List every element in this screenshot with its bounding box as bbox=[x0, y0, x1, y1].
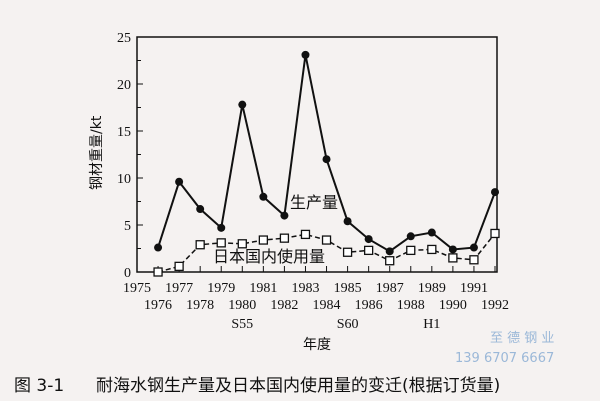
data-point-production bbox=[175, 177, 184, 186]
x-tick-label: 1988 bbox=[397, 298, 425, 313]
x-tick-label: 1983 bbox=[291, 281, 319, 296]
series-line-production bbox=[157, 54, 496, 253]
x-tick-label: 1990 bbox=[439, 298, 467, 313]
x-tick-label: 1984 bbox=[313, 298, 341, 313]
legend-label-domestic: 日本国内使用量 bbox=[213, 247, 325, 266]
data-point-production bbox=[343, 217, 352, 226]
data-point-domestic-use bbox=[237, 239, 247, 249]
data-point-production bbox=[469, 243, 478, 252]
data-point-domestic-use bbox=[406, 245, 416, 256]
x-tick-label: 1979 bbox=[207, 281, 235, 296]
data-point-domestic-use bbox=[321, 235, 332, 245]
data-point-domestic-use bbox=[427, 244, 437, 255]
era-label: S55 bbox=[231, 317, 253, 332]
data-point-production bbox=[196, 205, 205, 214]
data-point-production bbox=[322, 155, 331, 164]
caption-text: 耐海水钢生产量及日本国内使用量的变迁(根据订货量) bbox=[96, 375, 500, 396]
x-tick-label: 1976 bbox=[144, 298, 172, 313]
data-point-production bbox=[280, 211, 289, 220]
x-tick-label: 1977 bbox=[165, 281, 193, 296]
data-point-domestic-use bbox=[363, 245, 374, 256]
legend-label-production: 生产量 bbox=[290, 193, 338, 212]
data-point-domestic-use bbox=[300, 229, 311, 240]
data-point-domestic-use bbox=[174, 261, 184, 272]
data-point-production bbox=[364, 235, 373, 244]
y-tick-label: 5 bbox=[124, 219, 131, 234]
data-point-domestic-use bbox=[448, 253, 458, 263]
y-axis-label: 钢材重量/kt bbox=[89, 115, 105, 190]
data-point-domestic-use bbox=[195, 240, 205, 250]
data-point-production bbox=[406, 232, 415, 241]
data-point-production bbox=[238, 100, 247, 109]
x-tick-label: 1985 bbox=[334, 281, 362, 296]
data-point-domestic-use bbox=[279, 233, 290, 243]
watermark-name: 至 德 钢 业 bbox=[490, 331, 554, 346]
data-point-production bbox=[301, 50, 310, 59]
data-point-production bbox=[217, 223, 226, 232]
x-tick-label: 1992 bbox=[481, 298, 509, 313]
y-tick-label: 10 bbox=[117, 172, 131, 187]
x-tick-label: 1982 bbox=[270, 298, 298, 313]
data-point-domestic-use bbox=[153, 267, 163, 277]
data-point-production bbox=[385, 247, 394, 256]
x-tick-label: 1986 bbox=[355, 298, 383, 313]
x-tick-label: 1981 bbox=[249, 281, 277, 296]
x-tick-label: 1980 bbox=[228, 298, 256, 313]
data-point-domestic-use bbox=[490, 228, 500, 239]
x-axis-label: 年度 bbox=[303, 337, 331, 353]
x-tick-label: 1991 bbox=[460, 281, 488, 296]
data-point-production bbox=[491, 188, 499, 197]
data-point-domestic-use bbox=[469, 255, 479, 265]
x-tick-label: 1975 bbox=[123, 281, 151, 296]
x-tick-label: 1978 bbox=[186, 298, 214, 313]
y-tick-label: 20 bbox=[117, 78, 131, 93]
data-point-domestic-use bbox=[385, 256, 395, 266]
data-point-production bbox=[154, 243, 163, 252]
data-point-production bbox=[259, 192, 268, 201]
caption-number: 图 3-1 bbox=[14, 376, 64, 396]
data-point-domestic-use bbox=[216, 238, 226, 248]
era-label: S60 bbox=[337, 317, 359, 332]
data-point-domestic-use bbox=[342, 247, 353, 257]
data-point-production bbox=[448, 245, 457, 254]
data-point-domestic-use bbox=[258, 235, 269, 245]
y-tick-label: 15 bbox=[117, 125, 131, 140]
x-tick-label: 1989 bbox=[418, 281, 446, 296]
era-label: H1 bbox=[423, 317, 440, 332]
y-tick-label: 25 bbox=[117, 31, 131, 46]
watermark-phone: 139 6707 6667 bbox=[455, 351, 554, 366]
x-tick-label: 1987 bbox=[376, 281, 404, 296]
y-tick-label: 0 bbox=[124, 266, 131, 281]
data-point-production bbox=[427, 228, 436, 237]
